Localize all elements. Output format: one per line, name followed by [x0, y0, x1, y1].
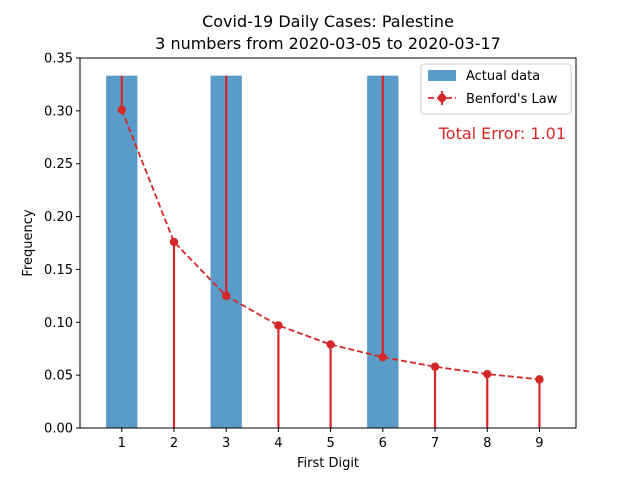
x-axis-label: First Digit — [297, 456, 359, 471]
x-tick-label-3: 3 — [222, 436, 230, 451]
plot-frame — [79, 57, 577, 429]
legend-swatch-benford-marker — [437, 93, 447, 103]
benford-point-digit-2 — [169, 237, 179, 247]
y-tick-label-6: 0.30 — [44, 104, 73, 119]
x-tick-label-9: 9 — [535, 436, 543, 451]
x-tick-label-6: 6 — [379, 436, 387, 451]
y-axis-ticks: 0.00 0.05 0.10 0.15 0.20 0.25 0.30 0.35 — [44, 52, 80, 437]
x-tick-label-8: 8 — [483, 436, 491, 451]
legend-box — [420, 63, 572, 115]
benford-point-digit-6 — [378, 352, 388, 362]
chart-title: Covid-19 Daily Cases: Palestine — [202, 12, 454, 31]
y-tick-label-1: 0.05 — [44, 369, 73, 384]
legend-label-actual: Actual data — [466, 69, 540, 84]
y-tick-label-5: 0.25 — [44, 157, 73, 172]
chart-subtitle: 3 numbers from 2020-03-05 to 2020-03-17 — [155, 34, 501, 53]
benford-point-digit-7 — [430, 362, 440, 371]
x-tick-label-5: 5 — [326, 436, 334, 451]
x-axis-ticks: 1 2 3 4 5 6 7 8 9 — [118, 428, 544, 451]
legend-swatch-actual — [428, 70, 456, 81]
legend-label-benford: Benford's Law — [466, 92, 558, 107]
x-tick-label-4: 4 — [274, 436, 282, 451]
benford-point-digit-9 — [535, 375, 544, 384]
benford-point-digit-5 — [326, 340, 335, 349]
error-stems-group — [120, 75, 541, 428]
benford-point-digit-8 — [483, 369, 492, 379]
y-tick-label-4: 0.20 — [44, 210, 73, 225]
benford-points-group — [117, 105, 544, 384]
x-tick-label-2: 2 — [170, 436, 178, 451]
y-tick-label-3: 0.15 — [44, 263, 73, 278]
benford-point-digit-1 — [117, 105, 126, 115]
y-tick-label-7: 0.35 — [44, 52, 73, 67]
bar-digit-1 — [106, 75, 138, 428]
legend: Actual data Benford's Law — [420, 63, 572, 115]
benford-point-digit-4 — [274, 321, 283, 330]
y-axis-label: Frequency — [21, 209, 36, 276]
benford-line — [120, 109, 540, 381]
total-error-annotation: Total Error: 1.01 — [438, 124, 566, 143]
benford-point-digit-3 — [221, 291, 231, 301]
x-tick-label-7: 7 — [431, 436, 439, 451]
y-tick-label-0: 0.00 — [44, 422, 73, 437]
y-tick-label-2: 0.10 — [44, 316, 73, 331]
x-tick-label-1: 1 — [118, 436, 126, 451]
